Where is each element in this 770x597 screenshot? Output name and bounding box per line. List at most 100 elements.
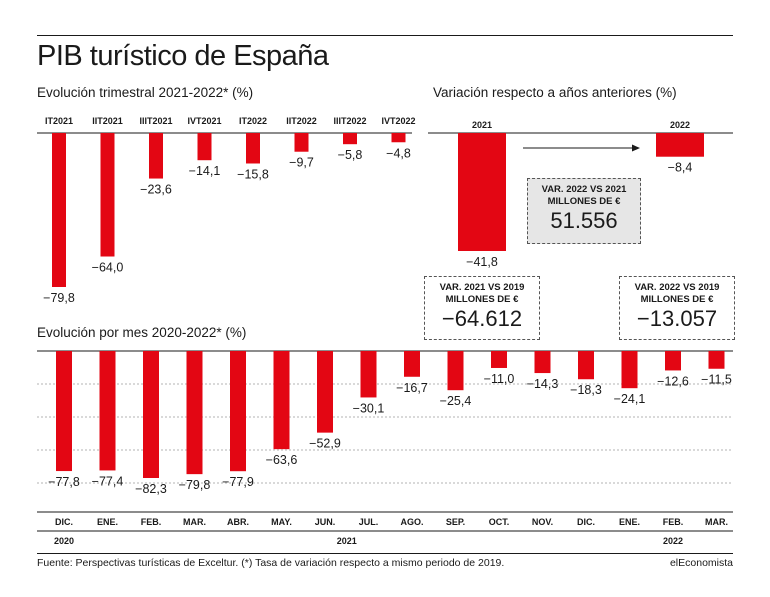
monthly-value-label-6: −52,9 <box>309 437 341 451</box>
monthly-year-label-1: 2021 <box>337 536 357 546</box>
annual-bar-0 <box>458 133 506 251</box>
monthly-tick-label-8: AGO. <box>400 517 423 527</box>
box-var-2022-vs-2021-line2: MILLONES DE € <box>547 196 621 207</box>
monthly-tick-label-2: FEB. <box>141 517 162 527</box>
footer-source: Fuente: Perspectivas turísticas de Excel… <box>37 557 505 569</box>
monthly-value-label-2: −82,3 <box>135 482 167 496</box>
monthly-value-label-10: −11,0 <box>484 372 515 386</box>
monthly-value-label-14: −12,6 <box>657 374 689 388</box>
quarterly-bar-0 <box>52 133 66 287</box>
monthly-bar-9 <box>447 351 464 391</box>
monthly-bar-1 <box>99 351 116 471</box>
annual-tick-label-1: 2022 <box>670 120 690 130</box>
monthly-bar-12 <box>578 351 594 380</box>
quarterly-bar-5 <box>294 133 309 152</box>
quarterly-tick-label-6: IIIT2022 <box>333 116 366 126</box>
monthly-bar-3 <box>186 351 203 475</box>
quarterly-tick-label-7: IVT2022 <box>381 116 415 126</box>
annual-value-label-1: −8,4 <box>668 161 693 175</box>
footer-rule <box>37 553 733 554</box>
annual-subtitle: Variación respecto a años anteriores (%) <box>433 85 677 100</box>
monthly-bar-10 <box>491 351 507 368</box>
quarterly-tick-label-1: IIT2021 <box>92 116 123 126</box>
monthly-tick-label-9: SEP. <box>446 517 465 527</box>
page-title: PIB turístico de España <box>37 40 329 72</box>
footer-brand: elEconomista <box>669 557 733 569</box>
monthly-value-label-12: −18,3 <box>570 383 602 397</box>
annual-tick-label-0: 2021 <box>472 120 492 130</box>
monthly-bar-2 <box>143 351 159 478</box>
monthly-tick-label-10: OCT. <box>489 517 510 527</box>
monthly-bar-4 <box>230 351 246 472</box>
monthly-bar-15 <box>708 351 725 369</box>
quarterly-bar-4 <box>246 133 260 164</box>
monthly-value-label-0: −77,8 <box>48 475 80 489</box>
monthly-bar-8 <box>404 351 420 377</box>
monthly-value-label-4: −77,9 <box>222 475 254 489</box>
monthly-year-label-2: 2022 <box>663 536 683 546</box>
monthly-tick-label-11: NOV. <box>532 517 553 527</box>
quarterly-bar-1 <box>100 133 115 257</box>
quarterly-value-label-5: −9,7 <box>289 156 314 170</box>
annual-bar-1 <box>656 133 704 157</box>
box-var-2021-vs-2019-line1: VAR. 2021 VS 2019 <box>439 282 525 293</box>
quarterly-value-label-4: −15,8 <box>237 167 269 181</box>
box-var-2022-vs-2019-value: −13.057 <box>636 306 718 331</box>
box-var-2021-vs-2019-line2: MILLONES DE € <box>445 294 519 305</box>
quarterly-bar-2 <box>149 133 163 179</box>
quarterly-tick-label-3: IVT2021 <box>187 116 221 126</box>
quarterly-value-label-7: −4,8 <box>386 146 411 160</box>
quarterly-value-label-0: −79,8 <box>43 291 75 305</box>
monthly-bar-14 <box>665 351 681 371</box>
quarterly-value-label-3: −14,1 <box>189 164 221 178</box>
monthly-tick-label-13: ENE. <box>619 517 640 527</box>
monthly-value-label-13: −24,1 <box>614 392 646 406</box>
quarterly-value-label-2: −23,6 <box>140 183 172 197</box>
box-var-2021-vs-2019: VAR. 2021 VS 2019 MILLONES DE € −64.612 <box>424 276 540 340</box>
monthly-tick-label-5: MAY. <box>271 517 292 527</box>
monthly-value-label-1: −77,4 <box>92 474 124 488</box>
monthly-tick-label-14: FEB. <box>663 517 684 527</box>
quarterly-tick-label-4: IT2022 <box>239 116 267 126</box>
monthly-tick-label-12: DIC. <box>577 517 595 527</box>
monthly-bar-6 <box>317 351 333 433</box>
monthly-bar-0 <box>56 351 72 472</box>
monthly-value-label-7: −30,1 <box>353 401 385 415</box>
quarterly-bar-3 <box>197 133 212 161</box>
box-var-2022-vs-2019-line1: VAR. 2022 VS 2019 <box>634 282 720 293</box>
quarterly-bar-6 <box>343 133 357 145</box>
box-var-2022-vs-2021: VAR. 2022 VS 2021 MILLONES DE € 51.556 <box>527 178 641 244</box>
quarterly-tick-label-2: IIIT2021 <box>139 116 172 126</box>
quarterly-tick-label-0: IT2021 <box>45 116 73 126</box>
monthly-value-label-9: −25,4 <box>440 394 472 408</box>
monthly-bar-11 <box>534 351 551 374</box>
quarterly-value-label-6: −5,8 <box>338 148 363 162</box>
box-var-2021-vs-2019-value: −64.612 <box>441 306 523 331</box>
annual-value-label-0: −41,8 <box>466 255 498 269</box>
quarterly-tick-label-5: IIT2022 <box>286 116 317 126</box>
monthly-value-label-11: −14,3 <box>527 377 559 391</box>
box-var-2022-vs-2019: VAR. 2022 VS 2019 MILLONES DE € −13.057 <box>619 276 735 340</box>
quarterly-value-label-1: −64,0 <box>92 261 124 275</box>
monthly-year-label-0: 2020 <box>54 536 74 546</box>
monthly-tick-label-1: ENE. <box>97 517 118 527</box>
top-rule <box>37 35 733 36</box>
monthly-tick-label-4: ABR. <box>227 517 249 527</box>
annual-arrow-head <box>632 144 640 152</box>
quarterly-bar-7 <box>391 133 406 143</box>
quarterly-subtitle: Evolución trimestral 2021-2022* (%) <box>37 85 254 100</box>
monthly-tick-label-0: DIC. <box>55 517 73 527</box>
box-var-2022-vs-2019-line2: MILLONES DE € <box>640 294 714 305</box>
monthly-bar-7 <box>360 351 377 398</box>
monthly-subtitle: Evolución por mes 2020-2022* (%) <box>37 325 247 340</box>
monthly-value-label-8: −16,7 <box>396 381 428 395</box>
monthly-tick-label-15: MAR. <box>705 517 728 527</box>
monthly-tick-label-7: JUL. <box>359 517 379 527</box>
monthly-bar-13 <box>621 351 638 389</box>
monthly-value-label-15: −11,5 <box>701 373 732 387</box>
monthly-tick-label-3: MAR. <box>183 517 206 527</box>
monthly-tick-label-6: JUN. <box>315 517 336 527</box>
box-var-2022-vs-2021-line1: VAR. 2022 VS 2021 <box>541 184 627 195</box>
monthly-bar-5 <box>273 351 290 450</box>
